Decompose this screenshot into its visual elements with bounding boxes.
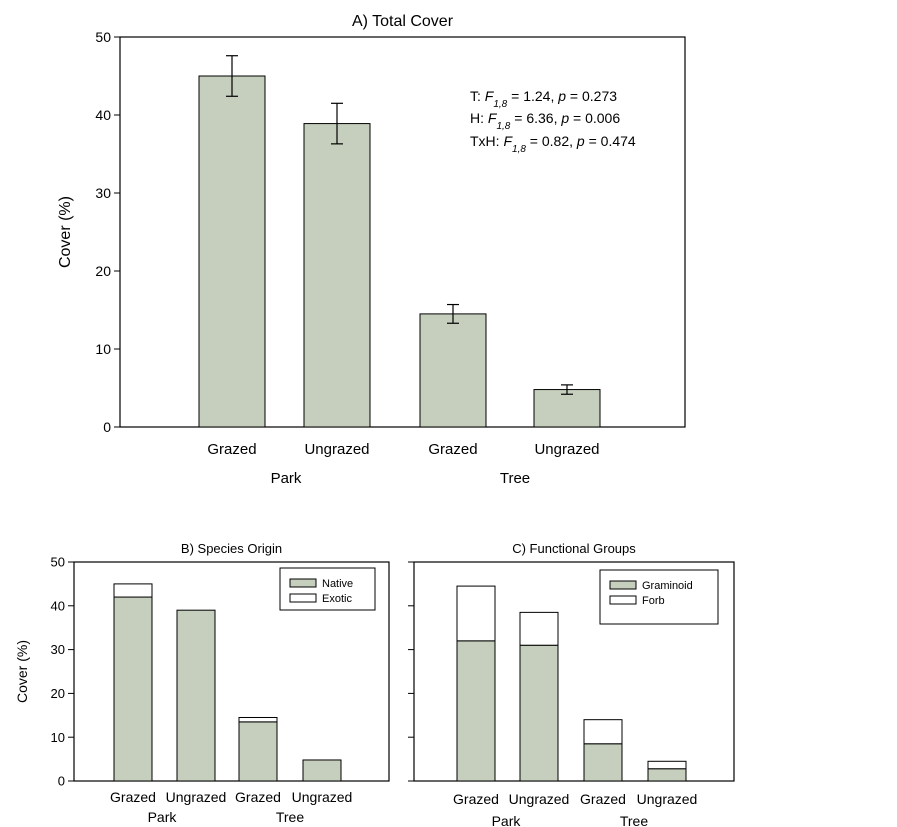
legend-swatch-C-0 bbox=[609, 580, 637, 590]
stats-prefix: TxH: bbox=[470, 133, 503, 149]
y-tick-label-B: 20 bbox=[51, 686, 65, 701]
legend-label-B-1: Exotic bbox=[322, 593, 352, 605]
bar-A-value-1 bbox=[303, 123, 371, 428]
x-tick-label-C: Grazed bbox=[580, 791, 626, 807]
y-tick-label-A: 40 bbox=[95, 107, 111, 123]
stats-p: p bbox=[557, 88, 566, 104]
x-tick-label-A: Grazed bbox=[207, 441, 256, 458]
bar-C-forb-3 bbox=[647, 760, 687, 770]
stats-line-1: H: F1,8 = 6.36, p = 0.006 bbox=[470, 110, 620, 132]
y-tick-label-A: 10 bbox=[95, 341, 111, 357]
stats-line-0: T: F1,8 = 1.24, p = 0.273 bbox=[470, 88, 617, 110]
legend-box-B bbox=[279, 567, 376, 611]
group-label-A: Tree bbox=[500, 470, 530, 487]
chart-title-B: B) Species Origin bbox=[181, 541, 282, 556]
stats-sub: 1,8 bbox=[496, 121, 510, 132]
plot-frame-B bbox=[73, 561, 390, 782]
bar-B-native-1 bbox=[176, 609, 216, 782]
chart-title-A: A) Total Cover bbox=[352, 13, 454, 30]
legend-swatch-B-0 bbox=[289, 578, 317, 588]
legend-swatch-C-1 bbox=[609, 595, 637, 605]
bar-A-value-2 bbox=[419, 313, 487, 428]
bar-B-exotic-2 bbox=[238, 716, 278, 723]
y-axis-label-A: Cover (%) bbox=[57, 196, 74, 268]
x-tick-label-B: Ungrazed bbox=[166, 789, 227, 805]
bar-B-native-2 bbox=[238, 721, 278, 782]
x-tick-label-C: Grazed bbox=[453, 791, 499, 807]
legend-label-B-0: Native bbox=[322, 578, 353, 590]
stats-F: F bbox=[488, 110, 498, 126]
x-tick-label-C: Ungrazed bbox=[637, 791, 698, 807]
stats-p: p bbox=[576, 133, 585, 149]
y-tick-label-B: 30 bbox=[51, 642, 65, 657]
plot-frame-A bbox=[119, 36, 686, 428]
chart-title-C: C) Functional Groups bbox=[512, 541, 636, 556]
y-tick-label-A: 30 bbox=[95, 185, 111, 201]
y-tick-label-A: 20 bbox=[95, 263, 111, 279]
y-tick-label-A: 50 bbox=[95, 29, 111, 45]
bar-C-graminoid-2 bbox=[583, 743, 623, 782]
group-label-B: Park bbox=[148, 809, 178, 825]
stats-line-2: TxH: F1,8 = 0.82, p = 0.474 bbox=[470, 133, 636, 155]
y-axis-label-B: Cover (%) bbox=[14, 640, 30, 703]
bar-B-native-3 bbox=[302, 759, 342, 782]
bar-C-forb-2 bbox=[583, 719, 623, 745]
group-label-B: Tree bbox=[276, 809, 304, 825]
stats-pval: = 0.474 bbox=[585, 133, 636, 149]
bar-B-native-0 bbox=[113, 596, 153, 782]
bar-C-forb-1 bbox=[519, 611, 559, 646]
stats-sub: 1,8 bbox=[493, 99, 507, 110]
bar-A-value-3 bbox=[533, 389, 601, 428]
x-tick-label-A: Ungrazed bbox=[534, 441, 599, 458]
stats-F: F bbox=[485, 88, 495, 104]
x-tick-label-B: Ungrazed bbox=[292, 789, 353, 805]
x-tick-label-A: Ungrazed bbox=[304, 441, 369, 458]
plot-frame-C bbox=[413, 561, 735, 782]
x-tick-label-B: Grazed bbox=[110, 789, 156, 805]
y-tick-label-B: 50 bbox=[51, 555, 65, 570]
x-tick-label-B: Grazed bbox=[235, 789, 281, 805]
legend-label-C-0: Graminoid bbox=[642, 580, 693, 592]
bar-A-value-0 bbox=[198, 75, 266, 428]
bar-C-graminoid-3 bbox=[647, 768, 687, 782]
stats-pval: = 0.006 bbox=[569, 110, 620, 126]
y-tick-label-B: 0 bbox=[58, 774, 65, 789]
y-tick-label-B: 10 bbox=[51, 730, 65, 745]
stats-eq: = 1.24, bbox=[507, 88, 558, 104]
stats-eq: = 6.36, bbox=[510, 110, 561, 126]
legend-label-C-1: Forb bbox=[642, 595, 665, 607]
stats-pval: = 0.273 bbox=[566, 88, 617, 104]
stats-prefix: T: bbox=[470, 88, 485, 104]
stats-sub: 1,8 bbox=[512, 144, 526, 155]
stats-F: F bbox=[503, 133, 513, 149]
y-tick-label-B: 40 bbox=[51, 598, 65, 613]
group-label-A: Park bbox=[271, 470, 302, 487]
group-label-C: Tree bbox=[620, 813, 648, 827]
bar-B-exotic-0 bbox=[113, 583, 153, 598]
bar-C-graminoid-1 bbox=[519, 644, 559, 782]
stats-p: p bbox=[560, 110, 569, 126]
x-tick-label-A: Grazed bbox=[428, 441, 477, 458]
stats-eq: = 0.82, bbox=[526, 133, 577, 149]
bar-C-graminoid-0 bbox=[456, 640, 496, 782]
bar-C-forb-0 bbox=[456, 585, 496, 642]
legend-swatch-B-1 bbox=[289, 593, 317, 603]
y-tick-label-A: 0 bbox=[103, 419, 111, 435]
stats-prefix: H: bbox=[470, 110, 488, 126]
x-tick-label-C: Ungrazed bbox=[509, 791, 570, 807]
group-label-C: Park bbox=[492, 813, 522, 827]
